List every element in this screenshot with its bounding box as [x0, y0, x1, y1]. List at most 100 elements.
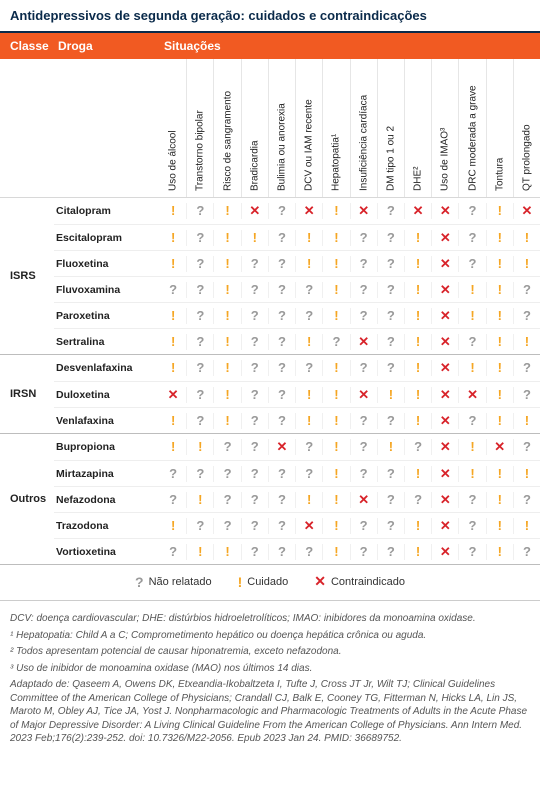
status-cell: ✕: [241, 203, 268, 219]
status-cell: ?: [295, 439, 322, 455]
status-cell: !: [213, 413, 240, 429]
status-cell: ?: [350, 256, 377, 272]
situation-header: DM tipo 1 ou 2: [377, 59, 404, 197]
class-label: IRSN: [0, 355, 54, 433]
footer-notes: DCV: doença cardiovascular; DHE: distúrb…: [0, 601, 540, 761]
situation-header: DHE²: [404, 59, 431, 197]
status-cell: !: [160, 439, 186, 455]
situation-header: Risco de sangramento: [213, 59, 240, 197]
status-cell: ✕: [431, 203, 458, 219]
status-cell: !: [186, 544, 213, 560]
status-cell: !: [404, 413, 431, 429]
status-cell: !: [486, 256, 513, 272]
situation-header: Hepatopatia¹: [322, 59, 349, 197]
status-cell: ?: [213, 439, 240, 455]
drug-row: Citalopram!?!✕?✕!✕?✕✕?!✕: [54, 198, 540, 224]
status-cell: !: [213, 387, 240, 403]
drug-name: Paroxetina: [54, 310, 160, 322]
status-cell: !: [322, 203, 349, 219]
drug-name: Bupropiona: [54, 441, 160, 453]
class-group: IRSNDesvenlafaxina!?!???!??!✕!!?Duloxeti…: [0, 355, 540, 434]
status-cell: ✕: [458, 387, 485, 403]
drug-row: Nefazodona?!???!!✕??✕?!?: [54, 486, 540, 512]
status-cell: ✕: [513, 203, 540, 219]
status-cell: !: [513, 518, 540, 534]
status-cell: ?: [513, 544, 540, 560]
status-cell: !: [160, 230, 186, 246]
legend: ?Não relatado!Cuidado✕Contraindicado: [0, 565, 540, 601]
status-cell: !: [404, 282, 431, 298]
status-cell: ?: [458, 544, 485, 560]
status-cell: ?: [268, 544, 295, 560]
status-cell: ?: [213, 466, 240, 482]
drug-name: Vortioxetina: [54, 546, 160, 558]
status-cell: !: [322, 230, 349, 246]
status-cell: ?: [350, 360, 377, 376]
status-cell: ?: [241, 387, 268, 403]
status-cell: ?: [377, 492, 404, 508]
footer-line: DCV: doença cardiovascular; DHE: distúrb…: [10, 612, 530, 626]
status-cell: ?: [160, 282, 186, 298]
status-cell: !: [322, 308, 349, 324]
footer-line: ¹ Hepatopatia: Child A a C; Comprometime…: [10, 629, 530, 643]
status-cell: ?: [350, 230, 377, 246]
situation-header: Uso de álcool: [160, 59, 186, 197]
status-cell: !: [295, 492, 322, 508]
status-cell: !: [322, 413, 349, 429]
drug-name: Desvenlafaxina: [54, 362, 160, 374]
status-cell: ?: [295, 308, 322, 324]
situation-header: Tontura: [486, 59, 513, 197]
status-cell: ✕: [350, 387, 377, 403]
status-cell: ✕: [431, 256, 458, 272]
status-cell: ?: [186, 334, 213, 350]
status-cell: !: [160, 360, 186, 376]
status-cell: !: [160, 334, 186, 350]
status-cell: ?: [241, 492, 268, 508]
status-cell: ?: [513, 387, 540, 403]
drug-name: Duloxetina: [54, 389, 160, 401]
status-cell: !: [295, 334, 322, 350]
status-cell: !: [322, 466, 349, 482]
status-cell: !: [213, 256, 240, 272]
drug-name: Fluoxetina: [54, 258, 160, 270]
status-cell: !: [213, 544, 240, 560]
status-cell: ?: [160, 544, 186, 560]
status-cell: ?: [186, 413, 213, 429]
status-cell: ?: [458, 256, 485, 272]
situation-header: DCV ou IAM recente: [295, 59, 322, 197]
legend-item: ?Não relatado: [135, 573, 212, 590]
status-cell: ?: [377, 308, 404, 324]
status-cell: !: [486, 518, 513, 534]
status-cell: !: [513, 230, 540, 246]
status-cell: ✕: [431, 387, 458, 403]
status-cell: !: [404, 360, 431, 376]
drug-row: Escitalopram!?!!?!!??!✕?!!: [54, 224, 540, 250]
status-cell: !: [486, 544, 513, 560]
status-cell: !: [377, 387, 404, 403]
status-cell: ✕: [431, 282, 458, 298]
situation-header: Bulimia ou anorexia: [268, 59, 295, 197]
status-cell: ?: [350, 308, 377, 324]
status-cell: ✕: [431, 492, 458, 508]
status-cell: !: [404, 387, 431, 403]
status-cell: !: [160, 256, 186, 272]
status-cell: ✕: [431, 518, 458, 534]
status-cell: ?: [404, 492, 431, 508]
status-cell: ?: [513, 492, 540, 508]
status-cell: ?: [213, 492, 240, 508]
status-cell: ?: [186, 203, 213, 219]
status-cell: ?: [268, 360, 295, 376]
drug-name: Sertralina: [54, 336, 160, 348]
status-cell: ?: [241, 308, 268, 324]
status-cell: ?: [241, 439, 268, 455]
status-cell: !: [486, 360, 513, 376]
status-cell: !: [486, 492, 513, 508]
status-cell: ✕: [486, 439, 513, 455]
status-cell: ✕: [160, 387, 186, 403]
status-cell: !: [486, 203, 513, 219]
status-cell: !: [513, 466, 540, 482]
status-cell: ?: [322, 334, 349, 350]
status-cell: ?: [241, 413, 268, 429]
status-cell: ✕: [295, 518, 322, 534]
drug-name: Citalopram: [54, 205, 160, 217]
